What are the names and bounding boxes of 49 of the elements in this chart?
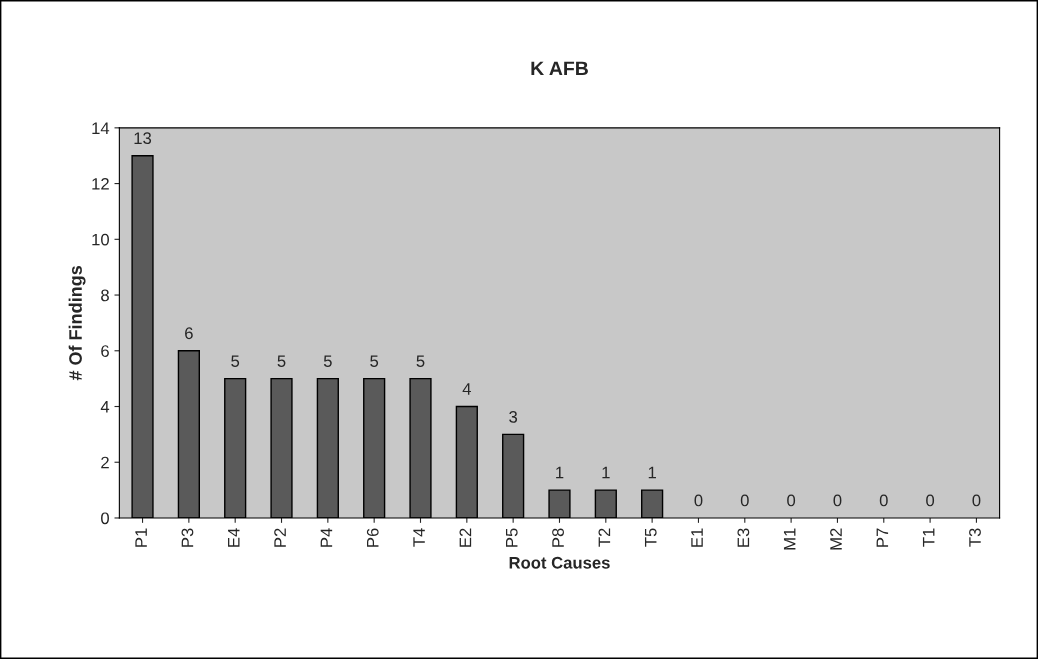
x-tick-label: E2: [459, 528, 472, 547]
x-tick-label: T2: [598, 528, 611, 547]
y-tick-label: 6: [101, 345, 109, 357]
chart-title: K AFB: [531, 61, 588, 76]
data-label: 5: [416, 355, 425, 368]
y-tick-label: 0: [101, 512, 109, 525]
data-label: 6: [185, 327, 193, 340]
x-tick-label: P8: [552, 528, 564, 547]
data-label: 1: [602, 466, 610, 479]
data-label: 13: [134, 132, 152, 145]
x-tick-label: T4: [413, 528, 425, 547]
data-label: 1: [556, 466, 564, 479]
data-label: 0: [926, 494, 935, 507]
data-label: 0: [972, 494, 981, 507]
x-axis-title: Root Causes: [509, 556, 610, 569]
y-tick-label: 14: [92, 122, 110, 134]
x-tick-label: E1: [691, 528, 703, 547]
x-tick-label: P2: [274, 528, 286, 547]
data-label: 0: [833, 494, 842, 507]
y-tick-label: 4: [100, 401, 110, 413]
data-label: 0: [879, 494, 888, 507]
x-tick-label: P5: [506, 528, 518, 547]
x-tick-label: T5: [644, 528, 657, 547]
data-label: 5: [277, 355, 286, 368]
y-tick-label: 10: [92, 233, 109, 246]
x-tick-label: P3: [181, 528, 194, 547]
data-label: 0: [694, 494, 703, 507]
data-label: 5: [370, 355, 379, 368]
data-label: 5: [323, 355, 332, 368]
y-tick-label: 8: [101, 289, 109, 302]
x-tick-label: E3: [737, 528, 750, 547]
x-tick-label: P7: [876, 528, 889, 547]
data-label: 5: [231, 355, 240, 368]
x-tick-label: P1: [135, 528, 147, 547]
x-tick-label: T3: [969, 528, 981, 547]
data-label: 0: [787, 494, 796, 507]
data-label: 3: [509, 410, 518, 423]
x-tick-label: E4: [228, 528, 240, 547]
x-tick-label: M1: [783, 528, 796, 550]
x-tick-label: P4: [320, 528, 333, 547]
y-tick-label: 12: [92, 177, 109, 190]
data-label: 1: [648, 466, 656, 479]
data-label: 0: [740, 494, 749, 507]
x-tick-label: M2: [830, 528, 842, 550]
x-tick-label: T1: [922, 528, 935, 547]
y-tick-label: 2: [101, 456, 109, 469]
y-axis-title: # Of Findings: [68, 265, 86, 381]
data-label: 4: [462, 383, 471, 395]
x-tick-label: P6: [366, 528, 379, 547]
